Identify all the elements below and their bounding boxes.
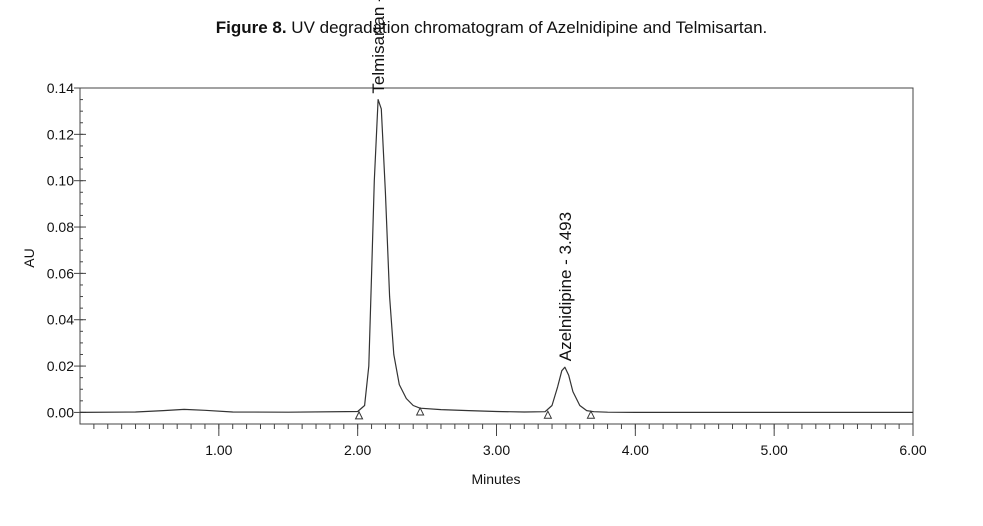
y-tick-label: 0.14 [47, 80, 74, 96]
x-tick-label: 4.00 [622, 442, 649, 458]
y-tick-label: 0.08 [47, 219, 74, 235]
y-tick-label: 0.04 [47, 312, 74, 328]
x-tick-label: 2.00 [344, 442, 371, 458]
y-tick-label: 0.06 [47, 265, 74, 281]
x-tick-label: 5.00 [761, 442, 788, 458]
x-axis-title: Minutes [471, 471, 520, 487]
figure-label: Figure 8. [215, 18, 287, 37]
y-tick-label: 0.10 [47, 173, 74, 189]
chromatogram-trace [79, 98, 913, 413]
peak-label: Azelnidipine - 3.493 [556, 212, 575, 361]
peak-label: Telmisartan - 2.147 [369, 0, 388, 94]
x-tick-label: 1.00 [205, 442, 232, 458]
integration-marker [415, 406, 425, 416]
y-axis: 0.00 0.02 0.04 0.06 0.08 0.10 0.12 0.14 [47, 80, 86, 420]
x-axis: 1.00 2.00 3.00 4.00 5.00 6.00 [93, 424, 927, 458]
x-tick-label: 6.00 [899, 442, 926, 458]
y-tick-label: 0.00 [47, 404, 74, 420]
caption-text: UV degradation chromatogram of Azelnidip… [286, 18, 768, 37]
peak-labels: Telmisartan - 2.147 Azelnidipine - 3.493 [369, 0, 575, 361]
plot-frame [79, 87, 914, 425]
y-tick-label: 0.02 [47, 358, 74, 374]
y-tick-label: 0.12 [47, 126, 74, 142]
integration-marker [354, 410, 364, 420]
integration-marker [586, 410, 596, 419]
y-axis-title: AU [21, 248, 37, 267]
integration-marker [543, 410, 553, 419]
series-group [79, 98, 913, 413]
figure-caption: Figure 8. UV degradation chromatogram of… [0, 18, 983, 38]
integration-markers [354, 406, 596, 420]
x-tick-label: 3.00 [483, 442, 510, 458]
